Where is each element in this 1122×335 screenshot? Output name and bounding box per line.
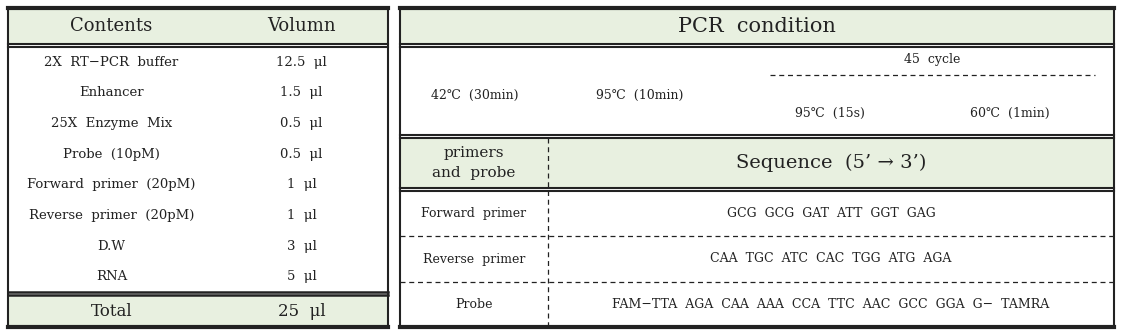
Text: Volumn: Volumn (267, 17, 335, 35)
Text: primers
and  probe: primers and probe (432, 146, 516, 180)
Text: Probe: Probe (456, 298, 493, 311)
Text: 5  μl: 5 μl (286, 270, 316, 283)
Text: 45  cycle: 45 cycle (904, 53, 960, 66)
Text: 1.5  μl: 1.5 μl (280, 86, 323, 99)
Text: 25  μl: 25 μl (277, 303, 325, 320)
Bar (401, 138, 1114, 188)
Text: 1  μl: 1 μl (286, 178, 316, 191)
Bar (401, 8, 1114, 327)
Bar (8, 8, 388, 327)
Text: Enhancer: Enhancer (80, 86, 144, 99)
Bar (401, 8, 1114, 44)
Text: 25X  Enzyme  Mix: 25X Enzyme Mix (50, 117, 172, 130)
Text: 2X  RT−PCR  buffer: 2X RT−PCR buffer (45, 56, 178, 69)
Text: PCR  condition: PCR condition (678, 16, 836, 36)
Text: Reverse  primer: Reverse primer (423, 253, 525, 266)
Text: Contents: Contents (71, 17, 153, 35)
Text: 3  μl: 3 μl (286, 240, 316, 253)
Text: Sequence  (5’ → 3’): Sequence (5’ → 3’) (736, 154, 926, 172)
Bar (8, 8, 388, 44)
Text: CAA  TGC  ATC  CAC  TGG  ATG  AGA: CAA TGC ATC CAC TGG ATG AGA (710, 253, 951, 266)
Text: 60℃  (1min): 60℃ (1min) (971, 107, 1050, 120)
Text: Reverse  primer  (20pM): Reverse primer (20pM) (29, 209, 194, 222)
Text: Forward  primer: Forward primer (422, 207, 526, 220)
Text: 95℃  (15s): 95℃ (15s) (795, 107, 865, 120)
Text: 95℃  (10min): 95℃ (10min) (596, 88, 683, 102)
Text: 0.5  μl: 0.5 μl (280, 117, 323, 130)
Text: RNA: RNA (95, 270, 127, 283)
Text: GCG  GCG  GAT  ATT  GGT  GAG: GCG GCG GAT ATT GGT GAG (727, 207, 936, 220)
Bar (8, 295, 388, 327)
Text: 1  μl: 1 μl (286, 209, 316, 222)
Text: Forward  primer  (20pM): Forward primer (20pM) (27, 178, 195, 191)
Text: D.W: D.W (98, 240, 126, 253)
Text: FAM−TTA  AGA  CAA  AAA  CCA  TTC  AAC  GCC  GGA  G−  TAMRA: FAM−TTA AGA CAA AAA CCA TTC AAC GCC GGA … (613, 298, 1049, 311)
Text: 0.5  μl: 0.5 μl (280, 148, 323, 161)
Text: 42℃  (30min): 42℃ (30min) (431, 88, 518, 102)
Text: 12.5  μl: 12.5 μl (276, 56, 327, 69)
Text: Total: Total (91, 303, 132, 320)
Text: Probe  (10pM): Probe (10pM) (63, 148, 160, 161)
